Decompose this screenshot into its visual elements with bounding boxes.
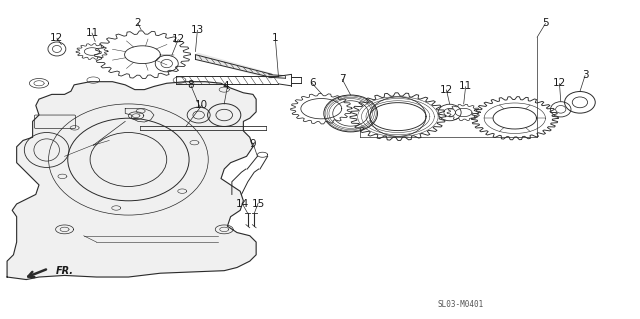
Text: 12: 12 [172,34,185,44]
Text: 10: 10 [195,100,209,110]
Text: FR.: FR. [56,266,74,276]
Text: 13: 13 [191,25,204,35]
Text: 1: 1 [272,33,278,42]
Text: 3: 3 [582,70,588,80]
Text: 12: 12 [553,78,566,88]
Text: SL03-M0401: SL03-M0401 [437,300,484,309]
Polygon shape [7,82,256,279]
Text: 15: 15 [252,199,265,209]
Text: 14: 14 [236,199,249,209]
Text: 4: 4 [223,81,229,92]
Text: 11: 11 [85,28,99,38]
Text: 12: 12 [51,33,63,43]
Text: 9: 9 [250,139,256,149]
Text: 8: 8 [188,80,195,91]
Text: 11: 11 [459,81,472,92]
Text: 5: 5 [542,18,548,28]
Text: 12: 12 [440,85,453,95]
Text: 7: 7 [339,74,346,84]
Polygon shape [195,53,271,79]
Text: 2: 2 [134,18,141,28]
Text: 6: 6 [309,78,316,88]
